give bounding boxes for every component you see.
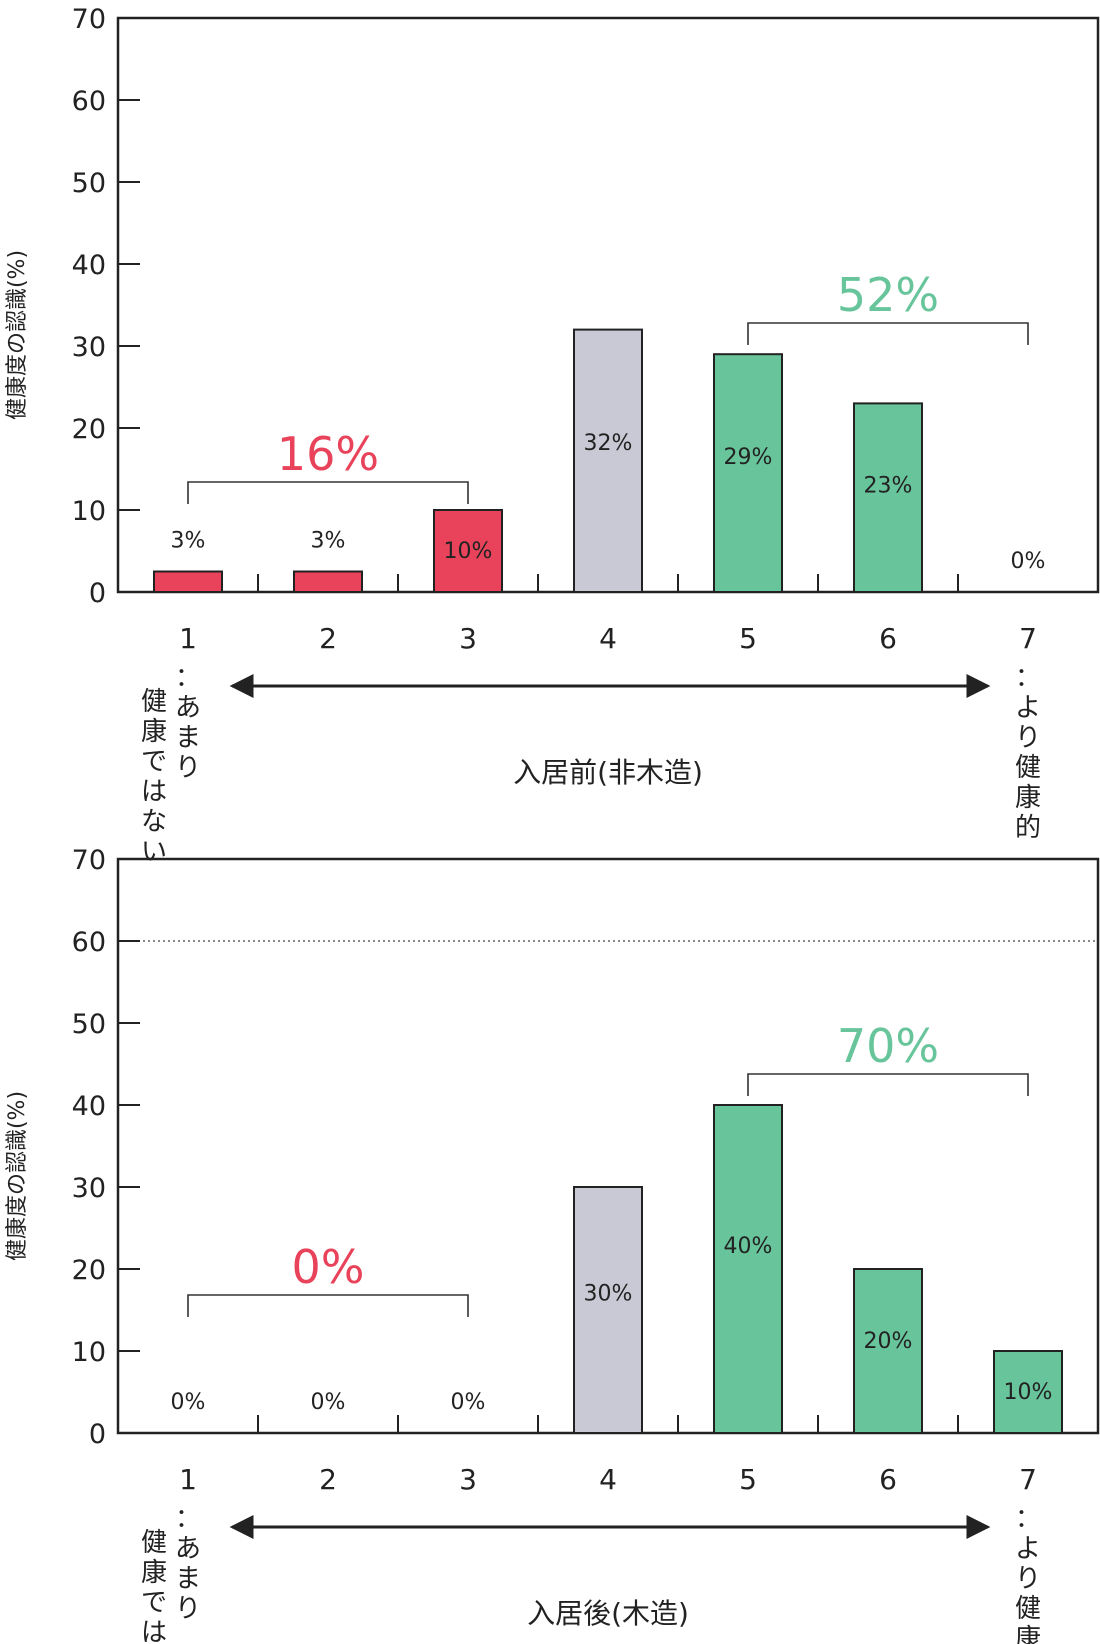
scale-left-text: ：あまり健康ではない bbox=[141, 1504, 201, 1644]
x-tick-label: 1 bbox=[179, 1463, 197, 1496]
y-tick-label: 60 bbox=[72, 86, 106, 117]
x-tick-label: 1 bbox=[179, 622, 197, 655]
y-tick-label: 0 bbox=[89, 1419, 106, 1450]
high-group-bracket bbox=[747, 322, 1029, 345]
bar-2 bbox=[293, 570, 363, 593]
low-group-bracket bbox=[187, 1294, 469, 1317]
low-group-bracket bbox=[187, 481, 469, 504]
value-label-2: 3% bbox=[311, 529, 346, 554]
x-tick-label: 4 bbox=[599, 1463, 617, 1496]
bar-6 bbox=[853, 1268, 923, 1434]
x-tick-label: 5 bbox=[739, 622, 757, 655]
x-tick-label: 7 bbox=[1019, 622, 1037, 655]
y-axis-title: 健康度の認識(%) bbox=[5, 250, 30, 420]
y-axis-title: 健康度の認識(%) bbox=[5, 1091, 30, 1261]
high-group-bracket bbox=[747, 1073, 1029, 1096]
value-label-6: 23% bbox=[864, 474, 913, 499]
x-tick-label: 6 bbox=[879, 1463, 897, 1496]
y-tick-label: 40 bbox=[72, 250, 106, 281]
x-tick-label: 6 bbox=[879, 622, 897, 655]
bar-5 bbox=[713, 353, 783, 594]
x-tick-label: 7 bbox=[1019, 1463, 1037, 1496]
high-group-total-label: 52% bbox=[837, 268, 939, 322]
x-tick-label: 3 bbox=[459, 1463, 477, 1496]
y-tick-label: 30 bbox=[72, 1173, 106, 1204]
y-tick-label: 60 bbox=[72, 927, 106, 958]
bar-4 bbox=[573, 1186, 643, 1434]
value-label-7: 10% bbox=[1004, 1380, 1053, 1405]
y-tick-label: 40 bbox=[72, 1091, 106, 1122]
y-tick-label: 30 bbox=[72, 332, 106, 363]
bar-1 bbox=[153, 570, 223, 593]
chart-panel-1: 0 10 20 30 40 50 60 70 3% 3% 10% 32% 29% 23% 0% 16% 52% 1… bbox=[5, 4, 1100, 867]
y-tick-label: 10 bbox=[72, 1337, 106, 1368]
x-tick-label: 2 bbox=[319, 622, 337, 655]
scale-right-label: ：より健康的 bbox=[1015, 663, 1041, 843]
y-tick-label: 70 bbox=[72, 4, 106, 35]
value-label-4: 32% bbox=[584, 431, 633, 456]
value-label-5: 40% bbox=[724, 1234, 773, 1259]
value-label-3: 0% bbox=[451, 1390, 486, 1415]
x-tick-label: 2 bbox=[319, 1463, 337, 1496]
value-label-1: 0% bbox=[171, 1390, 206, 1415]
scale-right-label: ：より健康的 bbox=[1015, 1504, 1041, 1644]
value-label-2: 0% bbox=[311, 1390, 346, 1415]
low-group-total-label: 0% bbox=[292, 1240, 365, 1294]
scale-left-text: ：あまり健康ではない bbox=[141, 663, 201, 867]
low-group-total-label: 16% bbox=[277, 427, 379, 481]
x-axis-title: 入居後(木造) bbox=[527, 1597, 689, 1630]
value-label-5: 29% bbox=[724, 445, 773, 470]
y-tick-label: 10 bbox=[72, 496, 106, 527]
scale-left-label: ：あまり健康ではない bbox=[141, 663, 201, 867]
value-label-7: 0% bbox=[1011, 549, 1046, 574]
x-tick-label: 4 bbox=[599, 622, 617, 655]
scale-left-label: ：あまり健康ではない bbox=[141, 1504, 201, 1644]
y-tick-label: 20 bbox=[72, 414, 106, 445]
y-tick-label: 50 bbox=[72, 1009, 106, 1040]
value-label-6: 20% bbox=[864, 1329, 913, 1354]
y-tick-label: 70 bbox=[72, 845, 106, 876]
value-label-4: 30% bbox=[584, 1281, 633, 1306]
value-label-1: 3% bbox=[171, 529, 206, 554]
bar-6 bbox=[853, 402, 923, 593]
x-axis-title: 入居前(非木造) bbox=[513, 756, 703, 789]
bar-3 bbox=[433, 509, 503, 593]
y-tick-label: 20 bbox=[72, 1255, 106, 1286]
x-tick-label: 3 bbox=[459, 622, 477, 655]
value-label-3: 10% bbox=[444, 539, 493, 564]
bar-5 bbox=[713, 1104, 783, 1434]
y-tick-label: 0 bbox=[89, 578, 106, 609]
y-tick-label: 50 bbox=[72, 168, 106, 199]
high-group-total-label: 70% bbox=[837, 1019, 939, 1073]
x-tick-label: 5 bbox=[739, 1463, 757, 1496]
bar-7 bbox=[993, 1350, 1063, 1434]
chart-panel-2: 0 10 20 30 40 50 60 70 0% 0% 0% 30% 40% 20% 10% 0% 70% 1 2… bbox=[5, 845, 1100, 1644]
bar-4 bbox=[573, 328, 643, 593]
